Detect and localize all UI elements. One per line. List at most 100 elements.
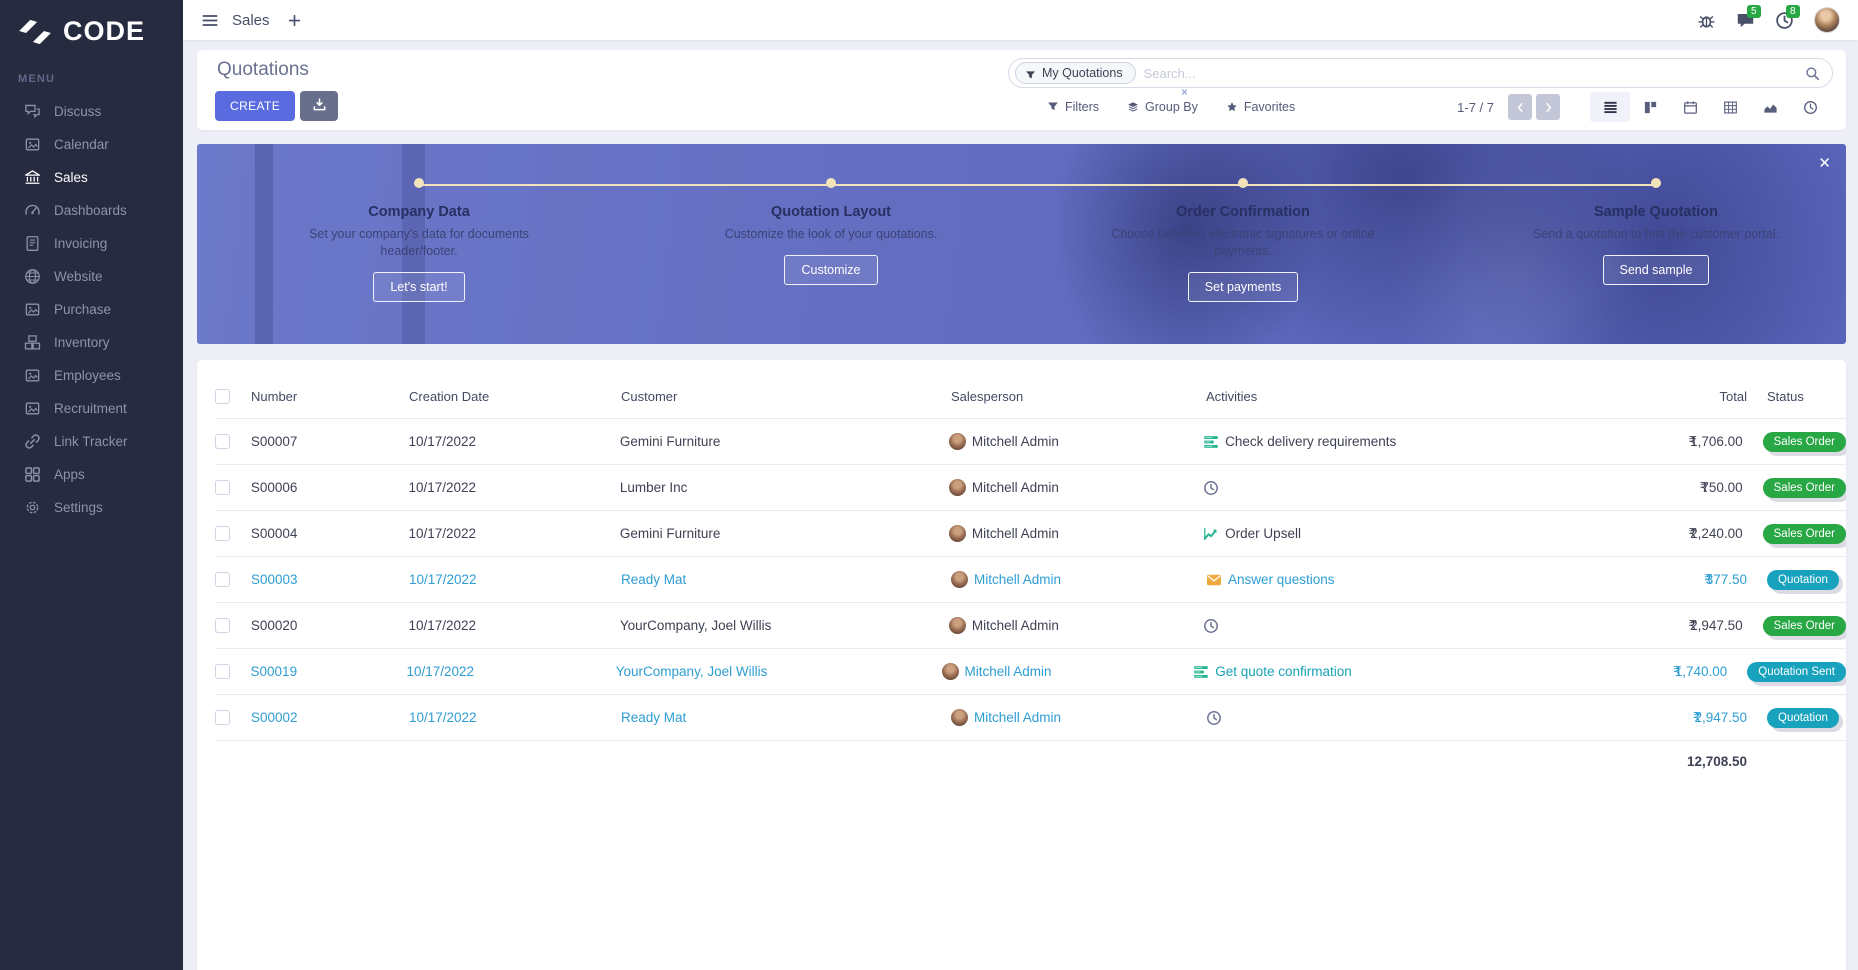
kanban-view-icon[interactable] xyxy=(1630,92,1670,122)
cell-customer: YourCompany, Joel Willis xyxy=(619,618,772,633)
sidebar-item-sales[interactable]: Sales xyxy=(0,161,183,194)
app-logo[interactable]: CODE xyxy=(0,0,183,69)
control-panel: Quotations CREATE My Quotations × Filter… xyxy=(197,50,1846,130)
onboarding-step-sample-quotation: Sample Quotation Send a quotation to test… xyxy=(1521,178,1791,285)
pager-next-button[interactable] xyxy=(1536,94,1560,120)
search-icon[interactable] xyxy=(1805,66,1820,81)
activity-label: Check delivery requirements xyxy=(1225,434,1397,449)
pager-previous-button[interactable] xyxy=(1508,94,1532,120)
search-facet[interactable]: My Quotations xyxy=(1015,62,1136,84)
row-checkbox[interactable] xyxy=(215,710,230,725)
sidebar-item-link-tracker[interactable]: Link Tracker xyxy=(0,425,183,458)
status-badge: Quotation Sent xyxy=(1747,661,1846,682)
customize-button[interactable]: Customize xyxy=(784,254,878,285)
calendar-view-icon[interactable] xyxy=(1670,92,1710,122)
inventory-icon xyxy=(24,334,41,351)
table-row-s00004[interactable]: S00004 10/17/2022 Gemini Furniture Mitchell… xyxy=(215,510,1846,556)
cell-activities[interactable] xyxy=(1206,710,1551,726)
step-description: Customize the look of your quotations. xyxy=(724,227,938,241)
cell-activities[interactable]: Get quote confirmation xyxy=(1193,664,1534,680)
cell-activities[interactable]: Order Upsell xyxy=(1203,526,1547,542)
website-icon xyxy=(24,268,41,285)
send-sample-button[interactable]: Send sample xyxy=(1602,254,1710,285)
row-checkbox[interactable] xyxy=(215,618,230,633)
app-title[interactable]: Sales xyxy=(232,11,270,29)
table-row-s00006[interactable]: S00006 10/17/2022 Lumber Inc Mitchell Admin… xyxy=(215,464,1846,510)
hamburger-icon[interactable] xyxy=(201,13,219,28)
activities-clock-icon[interactable]: 8 xyxy=(1775,4,1800,30)
row-checkbox[interactable] xyxy=(215,526,230,541)
create-button[interactable]: CREATE xyxy=(215,91,296,121)
facet-remove-icon[interactable]: × xyxy=(1181,85,1189,99)
cell-activities[interactable]: Answer questions xyxy=(1206,572,1551,588)
select-all-checkbox[interactable] xyxy=(215,388,230,404)
sidebar: CODE MENU Discuss Calendar Sales Dashboards… xyxy=(0,0,183,970)
column-header-customer[interactable]: Customer xyxy=(621,388,678,404)
favorites-button[interactable]: Favorites xyxy=(1226,100,1295,114)
sidebar-item-dashboards[interactable]: Dashboards xyxy=(0,194,183,227)
debug-bug-icon[interactable] xyxy=(1697,11,1716,30)
add-tab-icon[interactable] xyxy=(288,14,301,27)
row-checkbox[interactable] xyxy=(215,664,230,679)
sidebar-item-label: Purchase xyxy=(54,302,112,317)
step-description: Choose between electronic signatures or … xyxy=(1111,227,1375,258)
step-title: Company Data xyxy=(368,204,470,220)
cell-salesperson: Mitchell Admin xyxy=(951,709,1206,726)
user-avatar[interactable] xyxy=(1814,7,1840,33)
filters-button[interactable]: Filters xyxy=(1047,100,1099,114)
group-by-button[interactable]: Group By xyxy=(1127,100,1198,114)
set-payments-button[interactable]: Set payments xyxy=(1187,271,1299,302)
currency-symbol: ₹ xyxy=(1688,525,1698,541)
search-input[interactable] xyxy=(1143,65,1805,81)
column-header-salesperson[interactable]: Salesperson xyxy=(951,388,1024,404)
export-button[interactable] xyxy=(300,91,339,121)
onboarding-step-order-confirmation: Order Confirmation Choose between electro… xyxy=(1108,178,1378,302)
row-checkbox[interactable] xyxy=(215,434,230,449)
sidebar-item-discuss[interactable]: Discuss xyxy=(0,95,183,128)
cell-activities[interactable] xyxy=(1203,480,1547,496)
column-header-total[interactable]: Total xyxy=(1719,388,1747,404)
timeline-dot xyxy=(414,178,424,188)
pivot-view-icon[interactable] xyxy=(1710,92,1750,122)
sidebar-item-settings[interactable]: Settings xyxy=(0,491,183,524)
cell-activities[interactable] xyxy=(1203,618,1547,634)
graph-view-icon[interactable] xyxy=(1750,92,1790,122)
broken-image-icon xyxy=(24,400,41,417)
sidebar-item-website[interactable]: Website xyxy=(0,260,183,293)
list-view-icon[interactable] xyxy=(1590,92,1630,122)
row-checkbox-cell xyxy=(215,664,251,679)
sidebar-item-apps[interactable]: Apps xyxy=(0,458,183,491)
sidebar-item-invoicing[interactable]: Invoicing xyxy=(0,227,183,260)
sidebar-item-calendar[interactable]: Calendar xyxy=(0,128,183,161)
cell-customer: Gemini Furniture xyxy=(619,434,721,449)
row-checkbox[interactable] xyxy=(215,480,230,495)
table-row-s00020[interactable]: S00020 10/17/2022 YourCompany, Joel Willis… xyxy=(215,602,1846,648)
let-s-start--button[interactable]: Let's start! xyxy=(373,271,465,302)
column-header-creation-date[interactable]: Creation Date xyxy=(409,388,490,404)
column-header-activities[interactable]: Activities xyxy=(1206,388,1258,404)
filters-funnel-icon xyxy=(1047,101,1059,113)
search-bar[interactable]: My Quotations × xyxy=(1008,58,1833,99)
table-row-s00019[interactable]: S00019 10/17/2022 YourCompany, Joel Willis… xyxy=(215,648,1846,694)
sidebar-item-inventory[interactable]: Inventory xyxy=(0,326,183,359)
tasks-activity-icon xyxy=(1193,664,1209,680)
messages-icon[interactable]: 5 xyxy=(1736,4,1761,30)
cell-creation-date: 10/17/2022 xyxy=(406,664,475,679)
total-amount: 750.00 xyxy=(1701,479,1743,495)
filter-funnel-icon xyxy=(1025,68,1036,79)
sidebar-item-employees[interactable]: Employees xyxy=(0,359,183,392)
settings-icon xyxy=(24,499,41,516)
column-header-number[interactable]: Number xyxy=(251,388,298,404)
table-row-s00003[interactable]: S00003 10/17/2022 Ready Mat Mitchell Admin A… xyxy=(215,556,1846,602)
column-header-status[interactable]: Status xyxy=(1767,388,1804,404)
sidebar-item-purchase[interactable]: Purchase xyxy=(0,293,183,326)
cell-salesperson: Mitchell Admin xyxy=(948,479,1203,496)
table-row-s00002[interactable]: S00002 10/17/2022 Ready Mat Mitchell Admin ₹… xyxy=(215,694,1846,740)
activity-view-icon[interactable] xyxy=(1790,92,1830,122)
sidebar-item-recruitment[interactable]: Recruitment xyxy=(0,392,183,425)
banner-close-icon[interactable]: ✕ xyxy=(1818,155,1831,172)
logo-text: CODE xyxy=(63,16,146,46)
row-checkbox[interactable] xyxy=(215,572,230,587)
cell-activities[interactable]: Check delivery requirements xyxy=(1203,434,1547,450)
table-row-s00007[interactable]: S00007 10/17/2022 Gemini Furniture Mitchell… xyxy=(215,418,1846,464)
